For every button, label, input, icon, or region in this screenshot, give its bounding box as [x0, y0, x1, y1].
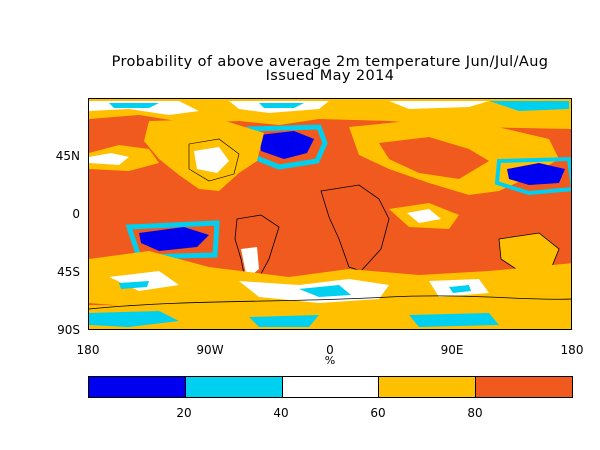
colorbar-label-80: 80 [467, 406, 483, 420]
map-subtitle: Issued May 2014 [265, 68, 395, 84]
colorbar-segment-4 [476, 377, 572, 397]
eurasia-very-high [379, 137, 489, 179]
map-title: Probability of above average 2m temperat… [111, 54, 549, 70]
arctic-low-region [109, 101, 569, 111]
colorbar-segment-1 [185, 377, 283, 397]
lat-label-0: 0 [72, 207, 80, 221]
unit-label: % [324, 354, 336, 367]
probability-map [88, 98, 572, 330]
lon-label-90e: 90E [440, 343, 464, 357]
colorbar-segment-0 [89, 377, 186, 397]
antarctic-low [89, 311, 499, 327]
africa-outline [320, 184, 390, 272]
lon-label-0: 0 [326, 343, 334, 357]
southern-band-neutral [109, 271, 489, 303]
npacific-neutral [89, 153, 129, 165]
greenland-very-low [259, 131, 314, 159]
colorbar-segment-3 [379, 377, 477, 397]
lat-label-45s: 45S [57, 265, 80, 279]
colorbar-label-60: 60 [370, 406, 386, 420]
lon-label-90w: 90W [196, 343, 224, 357]
lat-label-45n: 45N [55, 149, 80, 163]
epacific-very-low [139, 227, 209, 251]
colorbar [88, 376, 573, 398]
lat-label-90s: 90S [57, 323, 80, 337]
nw-pacific-very-low [507, 163, 565, 185]
colorbar-label-20: 20 [176, 406, 192, 420]
colorbar-segment-2 [282, 377, 380, 397]
lon-label-180w: 180 [76, 343, 100, 357]
indian-ocean-neutral [407, 209, 441, 223]
north-america-neutral [194, 147, 229, 173]
lon-label-180e: 180 [560, 343, 584, 357]
colorbar-label-40: 40 [273, 406, 289, 420]
